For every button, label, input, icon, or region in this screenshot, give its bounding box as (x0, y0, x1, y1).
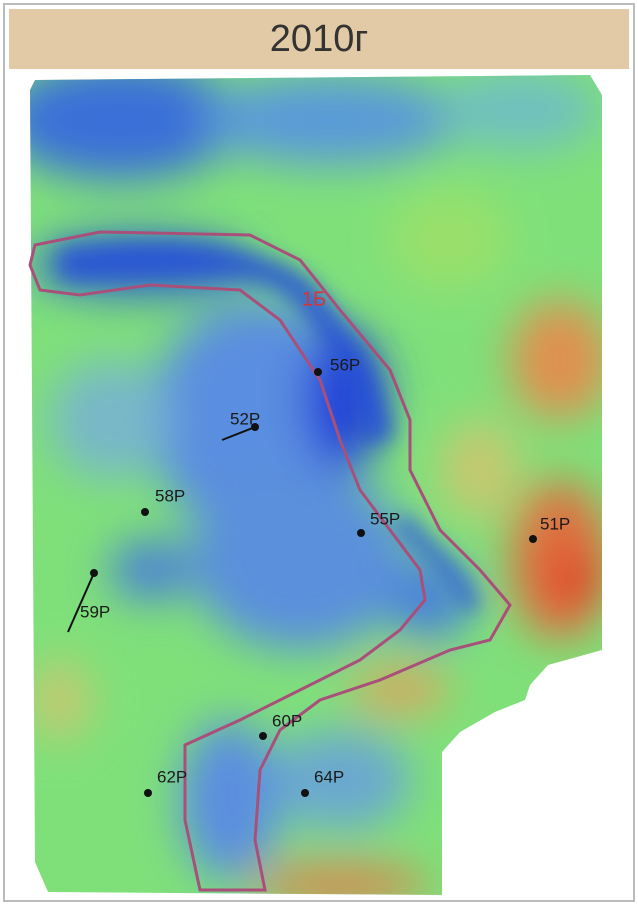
well-dot (144, 789, 152, 797)
well-dot (529, 535, 537, 543)
well-label: 56P (330, 355, 360, 374)
well-dot (141, 508, 149, 516)
well-label: 58P (155, 486, 185, 505)
well-label: 59P (80, 602, 110, 621)
well-dot (314, 368, 322, 376)
well-label: 62P (157, 767, 187, 786)
zone-label: 1Б (302, 288, 326, 310)
well-dot (90, 569, 98, 577)
header-title: 2010г (270, 18, 368, 60)
well-label: 60P (272, 711, 302, 730)
well-label: 64P (314, 767, 344, 786)
well-dot (259, 732, 267, 740)
well-dot (357, 529, 365, 537)
well-label: 55P (370, 509, 400, 528)
well-label: 51P (540, 514, 570, 533)
map-view: 2010г 1Б (0, 0, 638, 905)
well-dot (301, 789, 309, 797)
well-label: 52P (230, 409, 260, 428)
